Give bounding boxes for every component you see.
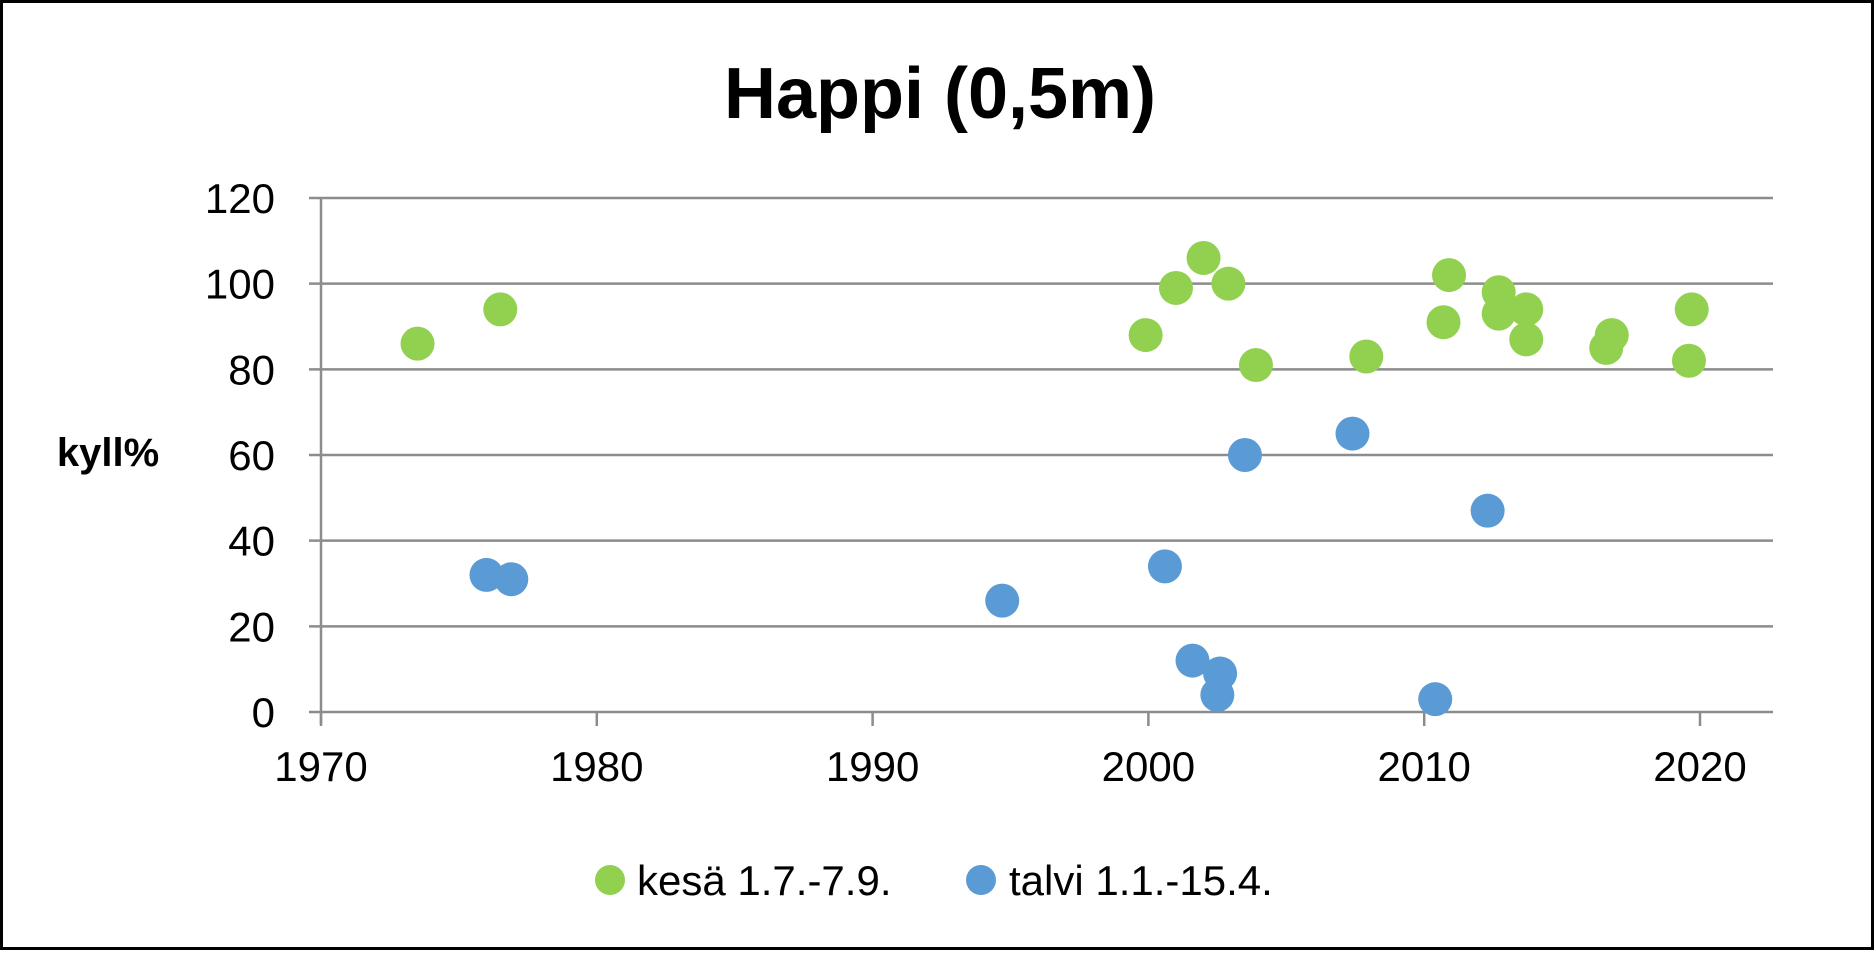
data-point-series-1 [1432,258,1467,293]
data-point-series-2 [1470,493,1505,528]
data-point-series-1 [1128,318,1163,353]
legend-marker-series-2 [966,865,996,895]
data-point-series-1 [1671,343,1706,378]
data-point-series-2 [1147,549,1182,584]
data-point-series-1 [1481,296,1516,331]
legend-label-series-2: talvi 1.1.-15.4. [1009,857,1273,904]
x-tick-label: 2020 [1653,743,1746,790]
data-point-series-1 [1426,305,1461,340]
x-tick-label: 1970 [274,743,367,790]
x-tick-label: 1980 [550,743,643,790]
y-tick-label: 0 [252,689,275,736]
data-point-series-2 [1200,677,1235,712]
legend-label-series-1: kesä 1.7.-7.9. [637,857,891,904]
y-tick-label: 120 [205,175,275,222]
chart-title: Happi (0,5m) [724,54,1156,134]
data-point-series-2 [1227,438,1262,472]
data-point-series-2 [985,583,1020,618]
gridlines [309,196,1773,714]
x-tick-label: 2010 [1377,743,1470,790]
axes [319,198,1702,726]
data-point-series-1 [1158,270,1193,305]
chart-svg: Happi (0,5m) kyll% 0 20 40 60 80 100 120 1970 19… [57,54,1773,904]
y-axis-label: kyll% [57,431,159,475]
data-point-series-1 [1509,292,1544,327]
data-point-series-2 [1335,416,1370,451]
tick-labels: 0 20 40 60 80 100 120 1970 1980 1990 2000 2010 2020 [205,175,1747,790]
y-tick-label: 100 [205,261,275,308]
y-tick-label: 20 [228,603,275,650]
data-point-series-1 [1238,348,1273,383]
y-tick-label: 80 [228,346,275,393]
y-tick-label: 60 [228,432,275,479]
x-tick-label: 1990 [826,743,919,790]
data-point-series-1 [1349,339,1384,374]
data-point-series-2 [494,562,529,597]
data-point-series-1 [1509,322,1544,357]
data-point-series-1 [400,326,435,361]
data-points [400,240,1709,717]
data-point-series-1 [1186,240,1221,275]
data-point-series-1 [483,292,518,327]
x-tick-label: 2000 [1102,743,1195,790]
data-point-series-1 [1211,266,1246,301]
data-point-series-2 [1175,643,1210,678]
data-point-series-2 [1418,682,1453,717]
legend-marker-series-1 [595,865,625,895]
y-tick-label: 40 [228,518,275,565]
legend: kesä 1.7.-7.9. talvi 1.1.-15.4. [595,857,1273,904]
data-point-series-1 [1594,318,1629,353]
data-point-series-1 [1674,292,1709,327]
